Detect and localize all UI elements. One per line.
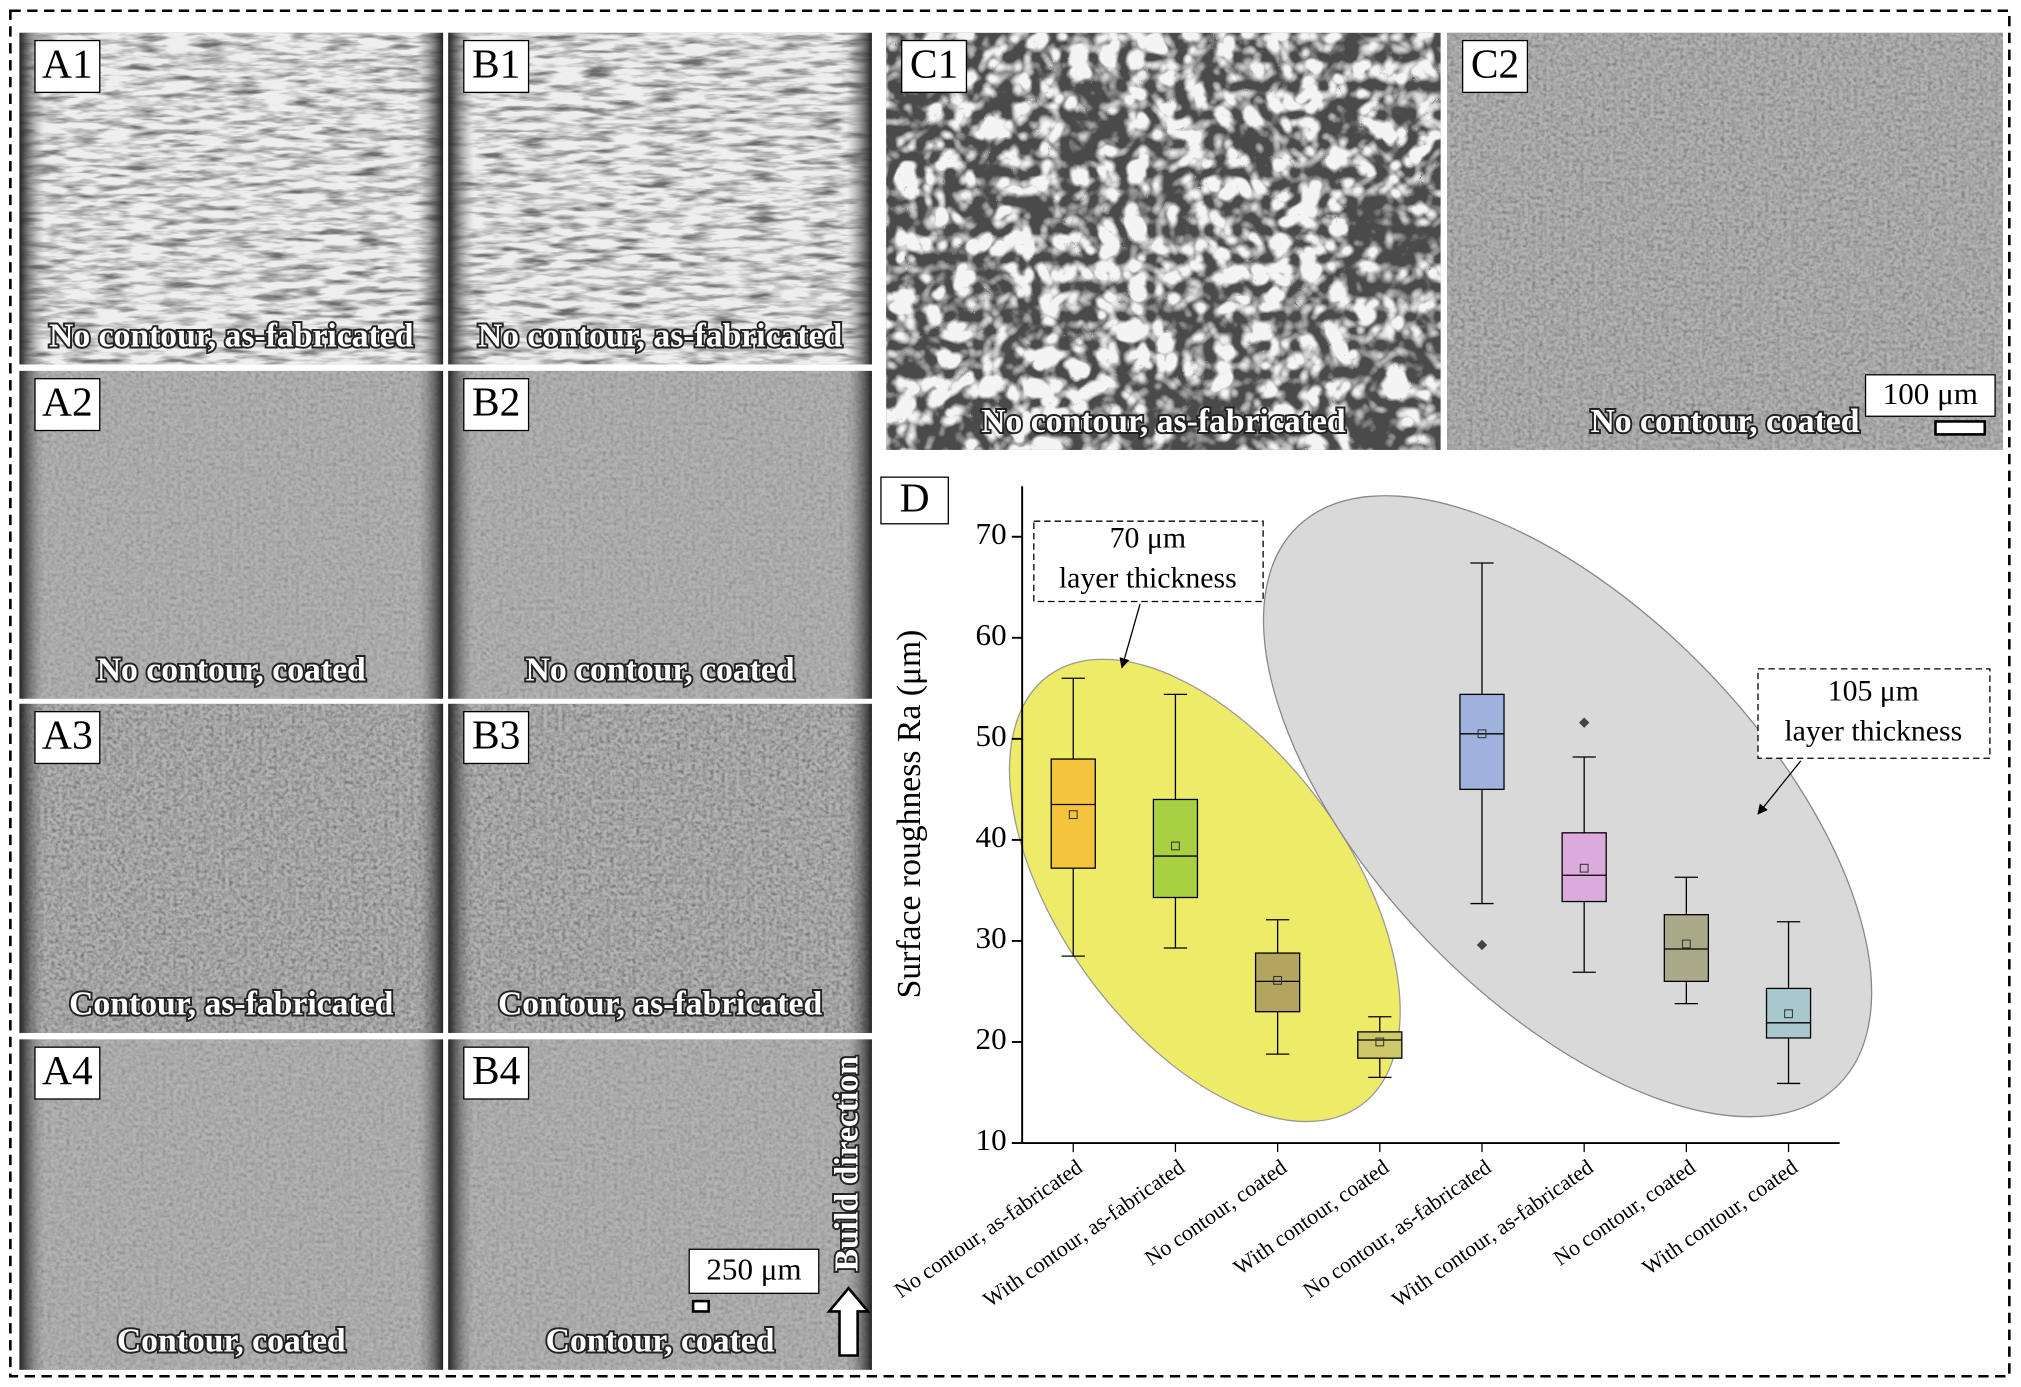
panel-caption: No contour, as-fabricated bbox=[981, 403, 1346, 440]
panel-label: A2 bbox=[42, 378, 93, 424]
panel-label: B1 bbox=[472, 40, 520, 86]
scale-bar-label: 250 μm bbox=[706, 1252, 801, 1287]
panel-label-box bbox=[880, 476, 949, 525]
annotation: 70 μm bbox=[1110, 521, 1186, 554]
panel-label: B3 bbox=[472, 711, 520, 757]
y-tick-label: 70 bbox=[976, 516, 1007, 551]
mean bbox=[1171, 841, 1180, 851]
outlier bbox=[1476, 939, 1488, 951]
box bbox=[1152, 798, 1199, 899]
group-ellipse bbox=[1262, 495, 1873, 1118]
y-tick-label: 40 bbox=[976, 819, 1007, 854]
panel-label-box bbox=[34, 378, 101, 432]
scale-bar-label: 100 μm bbox=[1883, 376, 1978, 411]
panel-label: C1 bbox=[910, 40, 958, 86]
build-arrow bbox=[826, 1286, 871, 1357]
y-tick-label: 60 bbox=[976, 617, 1007, 652]
mean bbox=[1784, 1009, 1793, 1019]
panel-caption: Contour, coated bbox=[117, 1323, 346, 1360]
annotation: 105 μm bbox=[1828, 674, 1919, 707]
mean bbox=[1579, 863, 1589, 873]
x-tick-label: With contour, as-fabricated bbox=[1387, 1154, 1598, 1312]
panel-label-box bbox=[463, 710, 530, 765]
panel-caption: Contour, as-fabricated bbox=[498, 986, 823, 1023]
panel-label: B4 bbox=[472, 1047, 521, 1093]
y-tick-label: 50 bbox=[976, 718, 1007, 753]
mean bbox=[1681, 939, 1691, 949]
panel-label: D bbox=[900, 474, 930, 520]
scale-bar bbox=[1934, 420, 1987, 436]
panel-label-box bbox=[34, 1046, 101, 1100]
annotation: layer thickness bbox=[1784, 715, 1962, 748]
x-tick-label: With contour, as-fabricated bbox=[978, 1154, 1189, 1312]
panel-label-box bbox=[463, 378, 530, 432]
panel-label-box bbox=[463, 1046, 530, 1100]
scale-bar-box bbox=[1864, 374, 1996, 417]
box-chart: D Surface roughness Ra (μm) 10 20 30 40 50 60… bbox=[880, 474, 1991, 1312]
panel-label: A1 bbox=[42, 40, 93, 86]
y-tick-label: 30 bbox=[976, 920, 1007, 955]
mean bbox=[1273, 975, 1283, 985]
box bbox=[1765, 987, 1812, 1039]
panel-caption: No contour, coated bbox=[526, 652, 795, 689]
panel-label: A4 bbox=[42, 1047, 93, 1093]
panel-label: B2 bbox=[472, 378, 520, 424]
outlier bbox=[1578, 717, 1590, 728]
scale-bar-box bbox=[688, 1248, 820, 1294]
micrograph-texture bbox=[886, 32, 1441, 450]
annotation-box bbox=[1757, 668, 1991, 759]
panel-caption: No contour, coated bbox=[1590, 403, 1859, 440]
mean bbox=[1375, 1037, 1385, 1047]
box bbox=[1357, 1031, 1403, 1059]
annotation: layer thickness bbox=[1059, 562, 1237, 595]
x-tick-label: No contour, as-fabricated bbox=[1298, 1154, 1495, 1303]
y-tick-label: 10 bbox=[976, 1122, 1007, 1157]
y-tick-label: 20 bbox=[976, 1021, 1007, 1056]
x-tick-label: No contour, as-fabricated bbox=[889, 1154, 1086, 1303]
annotation-arrow bbox=[1119, 603, 1141, 669]
box bbox=[1459, 693, 1505, 791]
group-ellipse bbox=[1008, 658, 1401, 1123]
panel-label-box bbox=[1461, 39, 1529, 94]
panel-label-box bbox=[463, 39, 530, 94]
annotation-box bbox=[1033, 520, 1264, 603]
figure-border bbox=[9, 9, 2011, 1378]
box bbox=[1050, 758, 1096, 869]
panel-caption: No contour, coated bbox=[97, 652, 366, 689]
mean bbox=[1477, 729, 1487, 739]
panel-caption: No contour, as-fabricated bbox=[49, 317, 414, 354]
panel-caption: Contour, coated bbox=[546, 1323, 775, 1360]
box bbox=[1254, 952, 1301, 1013]
micrographs: A1 No contour, as-fabricated B1 No contour,… bbox=[19, 32, 2003, 1370]
build-direction: Build direction bbox=[829, 1056, 866, 1272]
panel-caption: No contour, as-fabricated bbox=[478, 317, 843, 354]
panel-label-box bbox=[901, 39, 968, 94]
box bbox=[1561, 832, 1607, 903]
panel-caption: Contour, as-fabricated bbox=[69, 986, 394, 1023]
panel-label: A3 bbox=[42, 711, 93, 757]
mean bbox=[1068, 810, 1078, 820]
annotation-arrow bbox=[1757, 760, 1802, 815]
panel-label-box bbox=[34, 710, 101, 765]
y-axis-label: Surface roughness Ra (μm) bbox=[891, 630, 928, 999]
panel-label: C2 bbox=[1471, 40, 1519, 86]
panel-label-box bbox=[34, 39, 101, 94]
scale-bar bbox=[691, 1299, 710, 1313]
